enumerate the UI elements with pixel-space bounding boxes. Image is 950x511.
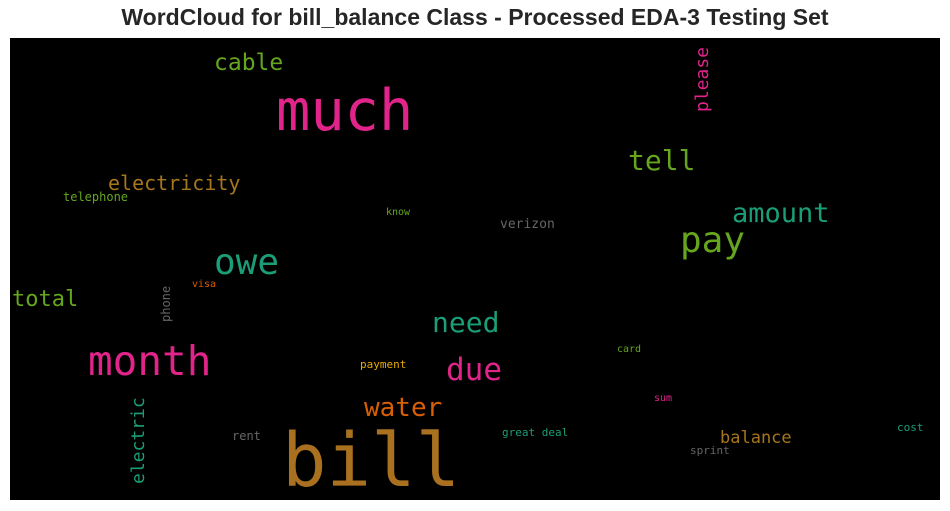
word-due: due (446, 352, 502, 388)
word-balance: balance (720, 428, 792, 448)
word-great-deal: great deal (502, 426, 568, 439)
word-owe: owe (214, 242, 279, 283)
word-cable: cable (214, 50, 283, 76)
word-pay: pay (680, 220, 745, 261)
word-know: know (386, 207, 411, 218)
word-phone: phone (159, 286, 173, 322)
word-card: card (617, 344, 641, 355)
chart-title: WordCloud for bill_balance Class - Proce… (121, 4, 829, 30)
word-please: please (692, 47, 713, 112)
word-telephone: telephone (63, 190, 128, 204)
word-electricity: electricity (108, 171, 240, 195)
word-much: much (276, 78, 413, 144)
word-bill: bill (282, 418, 460, 504)
word-tell: tell (628, 144, 695, 177)
word-cost: cost (897, 421, 924, 434)
word-need: need (432, 306, 499, 339)
word-sprint: sprint (690, 444, 730, 457)
word-rent: rent (232, 429, 261, 443)
word-visa: visa (192, 279, 216, 290)
word-sum: sum (654, 393, 672, 404)
word-payment: payment (360, 358, 406, 371)
wordcloud-background (10, 38, 940, 500)
word-amount: amount (732, 198, 830, 229)
word-verizon: verizon (500, 217, 555, 232)
word-water: water (364, 393, 442, 423)
word-total: total (12, 287, 78, 312)
wordcloud-words: bill much month owe pay due tell need amount wate… (12, 47, 924, 504)
word-month: month (88, 337, 211, 385)
word-electric: electric (128, 397, 149, 484)
